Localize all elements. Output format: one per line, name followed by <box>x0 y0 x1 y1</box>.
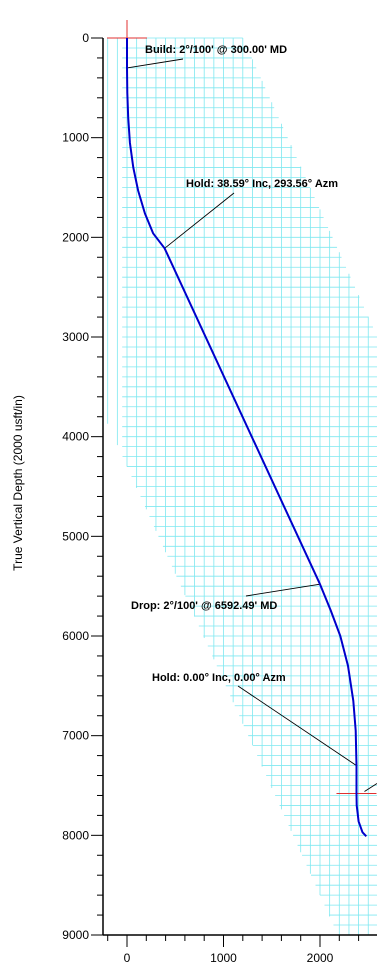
y-axis-label: True Vertical Depth (2000 usft/in) <box>11 395 25 571</box>
y-tick-label: 7000 <box>62 729 89 743</box>
y-tick-label: 5000 <box>62 529 89 543</box>
x-tick-label: 0 <box>124 951 131 965</box>
well-path-line <box>126 38 368 837</box>
y-tick-label: 3000 <box>62 330 89 344</box>
annotation-leader <box>364 783 377 792</box>
annotation-label: Hold: 38.59° Inc, 293.56° Azm <box>186 178 338 190</box>
axes <box>91 37 377 947</box>
y-tick-label: 1000 <box>62 131 89 145</box>
x-tick-label: 1000 <box>210 951 237 965</box>
y-tick-label: 4000 <box>62 430 89 444</box>
y-tick-label: 9000 <box>62 928 89 942</box>
annotation-leader <box>126 58 184 69</box>
x-tick-label: 2000 <box>307 951 334 965</box>
annotation-leader <box>237 685 357 766</box>
y-tick-label: 6000 <box>62 629 89 643</box>
y-tick-label: 0 <box>82 31 89 45</box>
y-tick-label: 8000 <box>62 828 89 842</box>
annotation-label: Build: 2°/100' @ 300.00' MD <box>145 44 287 56</box>
annotation-leader <box>245 583 321 597</box>
grid <box>107 37 377 935</box>
annotation-label: Hold: 0.00° Inc, 0.00° Azm <box>152 672 286 684</box>
annotation-leaders <box>126 58 377 792</box>
labels: 0 1000 2000 3000 4000 5000 6000 7000 8000 9000 0 10… <box>62 31 338 965</box>
series <box>126 38 368 837</box>
annotation-label: Drop: 2°/100' @ 6592.49' MD <box>131 600 277 612</box>
annotation-leader <box>164 192 235 249</box>
y-tick-label: 2000 <box>62 230 89 244</box>
